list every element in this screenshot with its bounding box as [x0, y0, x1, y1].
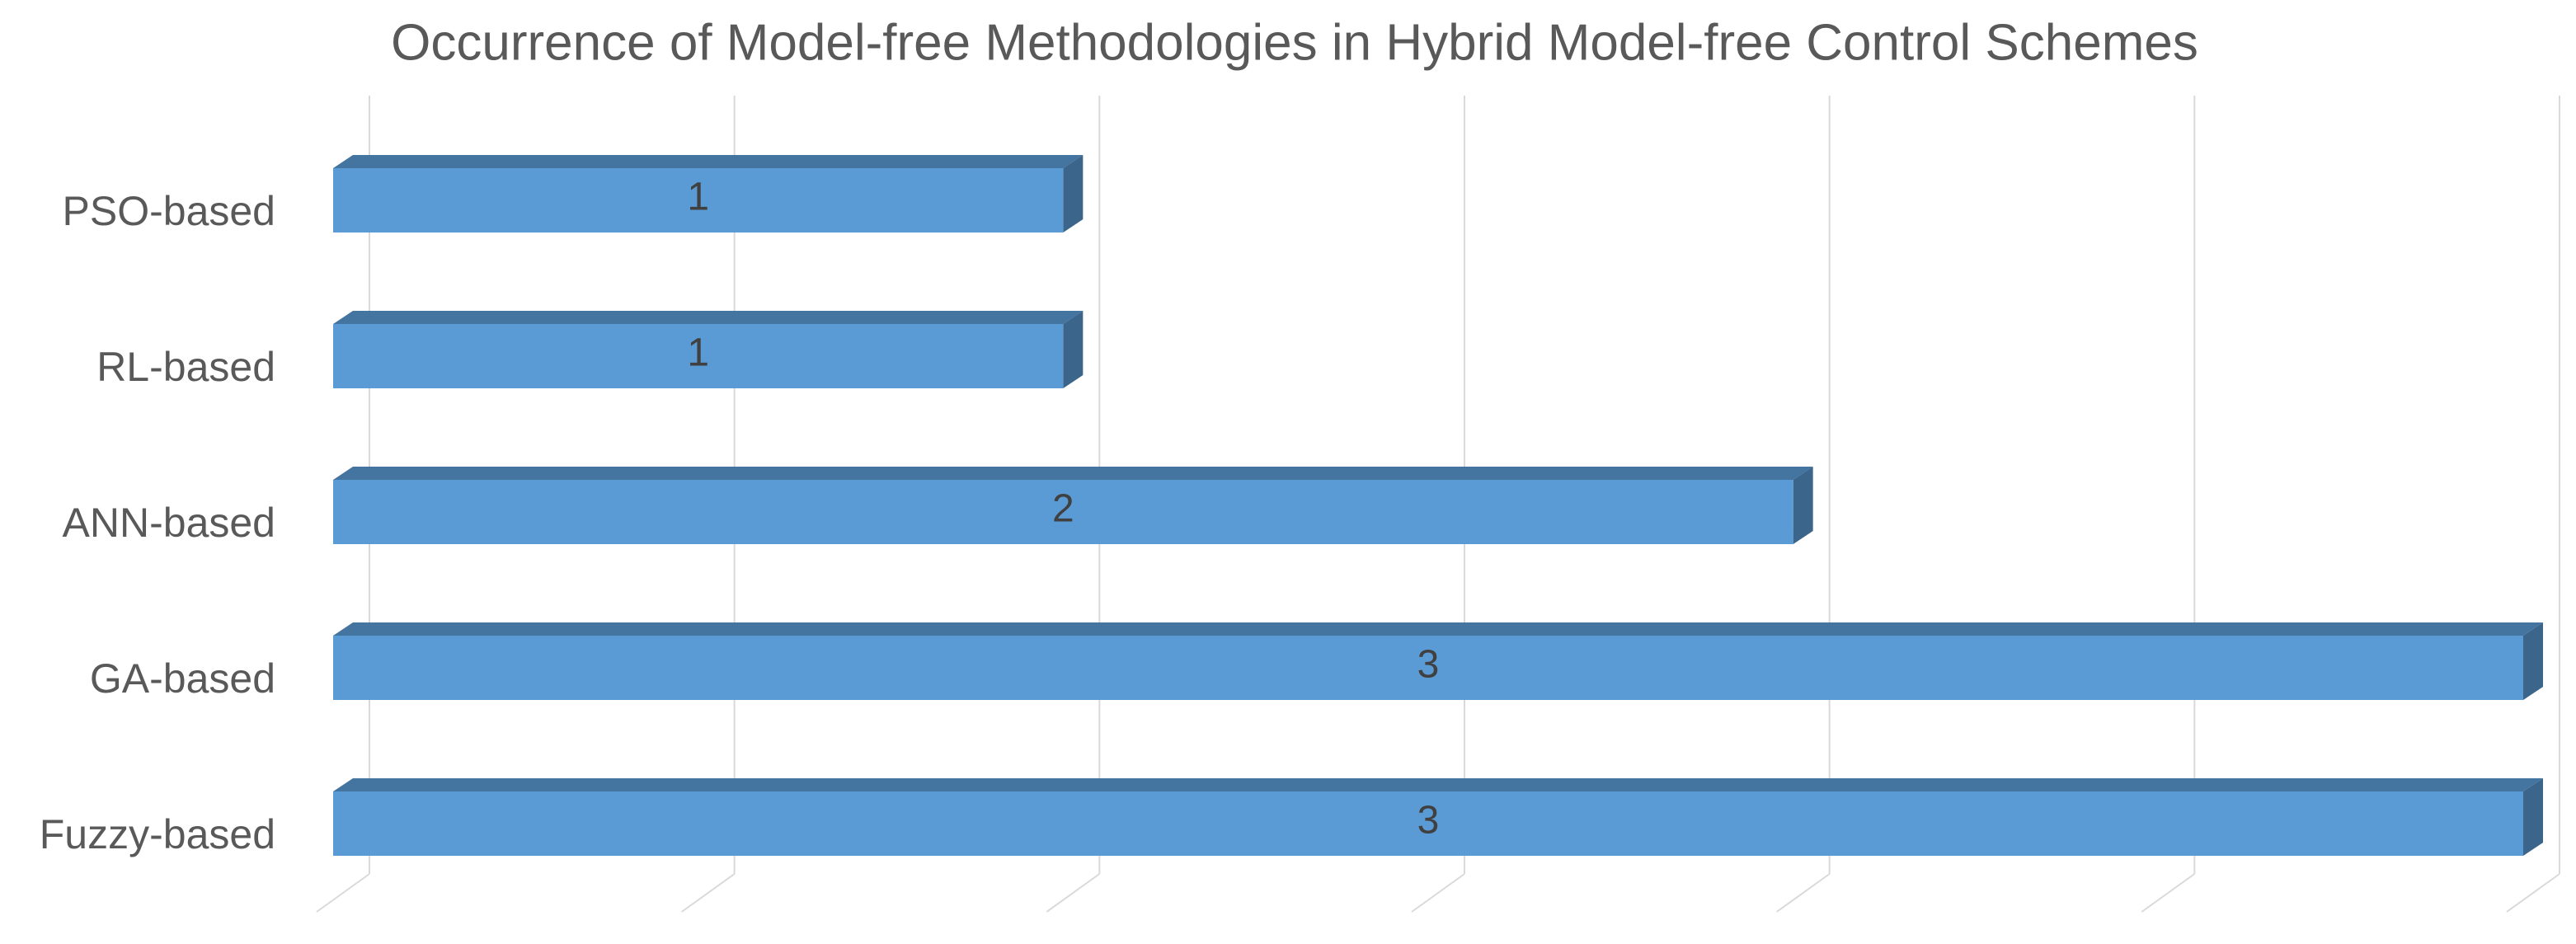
y-tick-label: PSO-based: [63, 188, 275, 234]
bar-side: [1063, 311, 1084, 388]
bar-front: [333, 791, 2523, 856]
bar-side: [2523, 778, 2543, 856]
bar: [333, 467, 1813, 544]
bar: [333, 778, 2543, 856]
floor-grid-line: [2141, 873, 2195, 913]
data-label: 3: [1417, 643, 1440, 687]
floor-grid-line: [316, 873, 370, 913]
bar-top: [333, 311, 1084, 324]
data-label: 1: [687, 176, 709, 219]
bar-top: [333, 622, 2543, 636]
bar-side: [1063, 155, 1084, 232]
bar-top: [333, 778, 2543, 791]
floor-grid-line: [1411, 873, 1465, 913]
bar-front: [333, 480, 1793, 544]
bar-top: [333, 155, 1084, 168]
bar-front: [333, 636, 2523, 700]
bar-front: [333, 168, 1064, 232]
y-tick-label: GA-based: [90, 655, 275, 702]
y-tick-label: RL-based: [96, 344, 275, 390]
y-tick-label: ANN-based: [63, 500, 275, 546]
chart-title: Occurrence of Model-free Methodologies i…: [391, 14, 2198, 71]
data-label: 1: [687, 331, 709, 375]
bar: [333, 155, 1084, 232]
floor-grid-line: [1046, 873, 1100, 913]
bar: [333, 311, 1084, 388]
data-label: 2: [1052, 487, 1074, 531]
bar-front: [333, 324, 1064, 388]
y-tick-label: Fuzzy-based: [40, 811, 275, 857]
data-label: 3: [1417, 799, 1440, 843]
bar-side: [1793, 467, 1813, 544]
floor-grid-line: [1776, 873, 1831, 913]
bar-top: [333, 467, 1813, 480]
bar-side: [2523, 622, 2543, 700]
bar: [333, 622, 2543, 700]
floor-grid-line: [2506, 873, 2560, 913]
floor-grid-line: [681, 873, 736, 913]
